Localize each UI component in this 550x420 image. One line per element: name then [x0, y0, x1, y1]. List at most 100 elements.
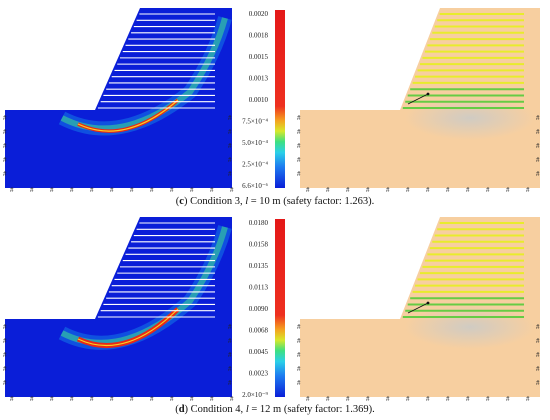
boundary-marker: #: [536, 156, 540, 164]
boundary-marker: #: [326, 186, 330, 194]
colorbar-tick-label: 0.0090: [249, 305, 269, 313]
boundary-marker: #: [366, 395, 370, 403]
caption-var: l: [245, 404, 249, 415]
boundary-marker: #: [228, 128, 232, 136]
caption-post: = 12 m (safety factor: 1.369).: [248, 404, 375, 415]
boundary-marker: #: [406, 186, 410, 194]
boundary-marker: #: [466, 395, 470, 403]
colorbar-tick-label: 5.0×10⁻⁴: [242, 139, 268, 147]
boundary-marker: #: [228, 156, 232, 164]
boundary-marker: #: [150, 186, 154, 194]
caption-letter: c: [179, 196, 184, 207]
boundary-marker: #: [210, 186, 214, 194]
slip-zone-edge: [77, 99, 179, 132]
boundary-marker: #: [190, 395, 194, 403]
colorbar-tick-label: 2.0×10⁻⁹: [242, 391, 268, 399]
colorbar-tick-label: 0.0010: [249, 96, 269, 104]
boundary-marker: #: [130, 186, 134, 194]
boundary-marker: #: [3, 114, 7, 122]
boundary-marker: #: [230, 186, 234, 194]
boundary-marker: #: [366, 186, 370, 194]
boundary-marker: #: [190, 186, 194, 194]
boundary-marker: #: [150, 395, 154, 403]
boundary-marker: #: [228, 142, 232, 150]
boundary-marker: #: [426, 186, 430, 194]
boundary-marker: #: [446, 395, 450, 403]
boundary-marker: #: [90, 186, 94, 194]
colorbar-tick-label: 2.5×10⁻⁴: [242, 161, 268, 169]
boundary-marker: #: [228, 337, 232, 345]
boundary-marker: #: [536, 379, 540, 387]
boundary-marker: #: [446, 186, 450, 194]
bolt-force-model: # # # # # # # # # # # # # # # # # # # # # #: [297, 217, 540, 403]
boundary-marker: #: [3, 128, 7, 136]
boundary-marker: #: [326, 395, 330, 403]
strain-contour-model: # ## ## ## ## ## # # # # # # # # # # #: [3, 8, 234, 194]
boundary-marker: #: [536, 323, 540, 331]
boundary-marker: #: [506, 395, 510, 403]
colorbar: 0.0180 0.0158 0.0135 0.0113 0.0090 0.0068 0.00…: [242, 219, 285, 399]
boundary-marker: #: [386, 186, 390, 194]
boundary-marker: #: [297, 156, 301, 164]
boundary-marker: #: [170, 395, 174, 403]
boundary-marker: #: [406, 395, 410, 403]
colorbar-tick-label: 0.0135: [249, 262, 269, 270]
boundary-marker: #: [228, 351, 232, 359]
strain-contour-model: # ## ## ## ## ## # # # # # # # # # # #: [3, 217, 234, 403]
caption-c: (c) Condition 3, l = 10 m (safety factor…: [175, 196, 375, 207]
boundary-marker: #: [297, 170, 301, 178]
boundary-marker: #: [3, 379, 7, 387]
boundary-marker: #: [506, 186, 510, 194]
max-force-point: [426, 301, 430, 305]
boundary-marker: #: [90, 395, 94, 403]
boundary-marker: #: [536, 170, 540, 178]
boundary-marker: #: [526, 186, 530, 194]
boundary-marker: #: [536, 128, 540, 136]
colorbar-gradient: [275, 10, 285, 188]
boundary-marker: #: [426, 395, 430, 403]
boundary-marker: #: [50, 395, 54, 403]
max-force-point: [426, 92, 430, 96]
boundary-marker: #: [70, 186, 74, 194]
caption-var: l: [245, 196, 249, 207]
slope-body: [5, 8, 232, 188]
boundary-marker: #: [297, 351, 301, 359]
boundary-marker: #: [386, 395, 390, 403]
caption-pre: Condition 3,: [187, 196, 246, 207]
boundary-marker: #: [536, 365, 540, 373]
boundary-marker: #: [536, 337, 540, 345]
caption-pre: Condition 4,: [188, 404, 246, 415]
boundary-marker: #: [3, 142, 7, 150]
boundary-marker: #: [3, 323, 7, 331]
colorbar-tick-label: 0.0023: [249, 370, 269, 378]
colorbar-tick-label: 0.0068: [249, 327, 269, 335]
boundary-marker: #: [3, 337, 7, 345]
boundary-marker: #: [297, 128, 301, 136]
colorbar-tick-label: 0.0013: [249, 75, 269, 83]
colorbar-tick-label: 0.0015: [249, 53, 269, 61]
max-force-pointer: [407, 302, 429, 314]
boundary-marker: #: [346, 395, 350, 403]
boundary-marker: #: [50, 186, 54, 194]
boundary-marker: #: [536, 351, 540, 359]
boundary-marker: #: [297, 379, 301, 387]
boundary-marker: #: [306, 395, 310, 403]
boundary-marker: #: [10, 395, 14, 403]
colorbar-tick-label: 6.6×10⁻⁶: [242, 182, 268, 190]
boundary-marker: #: [297, 114, 301, 122]
boundary-marker: #: [346, 186, 350, 194]
boundary-marker: #: [228, 323, 232, 331]
slope-body: [5, 217, 232, 397]
boundary-marker: #: [30, 395, 34, 403]
boundary-marker: #: [297, 323, 301, 331]
panel-d: # # # # # # # # # # # # # # # # # # # # # #0.0180 0.0158 0.0135…: [3, 217, 540, 403]
boundary-marker: #: [230, 395, 234, 403]
boundary-marker: #: [306, 186, 310, 194]
boundary-marker: #: [170, 186, 174, 194]
colorbar-tick-label: 0.0020: [249, 10, 269, 18]
colorbar-tick-label: 0.0018: [249, 32, 269, 40]
bolt-force-model: # # # # # # # # # # # # # # # # # # # # # #: [297, 8, 540, 194]
boundary-marker: #: [297, 142, 301, 150]
boundary-marker: #: [70, 395, 74, 403]
